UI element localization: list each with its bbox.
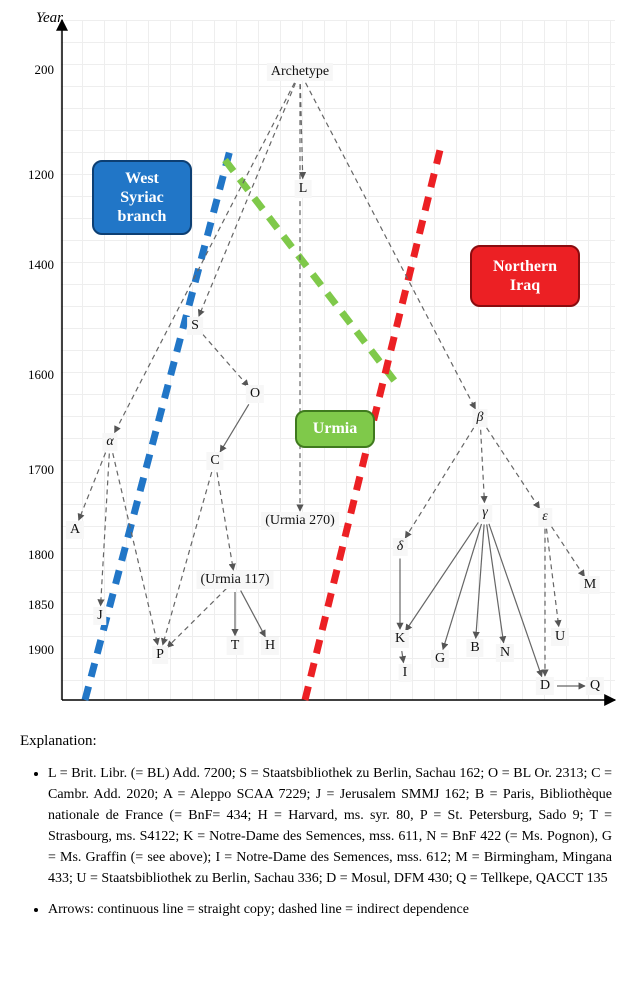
node-gamma: γ bbox=[478, 504, 492, 522]
y-axis-label: Year bbox=[36, 10, 63, 27]
node-U117: (Urmia 117) bbox=[196, 571, 273, 589]
ytick-1850: 1850 bbox=[14, 597, 54, 613]
node-K: K bbox=[391, 630, 409, 648]
node-L: L bbox=[295, 180, 312, 198]
node-M: M bbox=[580, 576, 600, 594]
ytick-1200: 1200 bbox=[14, 167, 54, 183]
ytick-1800: 1800 bbox=[14, 547, 54, 563]
node-S: S bbox=[187, 317, 203, 335]
explanation-heading: Explanation: bbox=[20, 730, 612, 753]
explanation-section: Explanation: L = Brit. Libr. (= BL) Add.… bbox=[0, 720, 632, 950]
stemma-chart: Year 200 1200 1400 1600 1700 1800 1850 1900 Arch… bbox=[0, 0, 632, 720]
node-G: G bbox=[431, 650, 449, 668]
node-C: C bbox=[206, 452, 223, 470]
ytick-200: 200 bbox=[14, 62, 54, 78]
node-P: P bbox=[152, 646, 168, 664]
node-H: H bbox=[261, 637, 279, 655]
ytick-1400: 1400 bbox=[14, 257, 54, 273]
node-U270: (Urmia 270) bbox=[261, 512, 339, 530]
node-U: U bbox=[551, 628, 569, 646]
node-Q: Q bbox=[586, 677, 604, 695]
node-T: T bbox=[227, 637, 244, 655]
ytick-1900: 1900 bbox=[14, 642, 54, 658]
branch-box: WestSyriacbranch bbox=[92, 160, 192, 235]
node-delta: δ bbox=[393, 538, 408, 556]
explanation-list: L = Brit. Libr. (= BL) Add. 7200; S = St… bbox=[20, 763, 612, 920]
node-B: B bbox=[466, 639, 483, 657]
node-O: O bbox=[246, 385, 264, 403]
node-alpha: α bbox=[102, 433, 117, 451]
node-J: J bbox=[93, 607, 106, 625]
explanation-item: L = Brit. Libr. (= BL) Add. 7200; S = St… bbox=[48, 763, 612, 889]
branch-box: Urmia bbox=[295, 410, 375, 448]
ytick-1700: 1700 bbox=[14, 462, 54, 478]
ytick-1600: 1600 bbox=[14, 367, 54, 383]
branch-box: NorthernIraq bbox=[470, 245, 580, 307]
node-I: I bbox=[399, 664, 412, 682]
node-N: N bbox=[496, 644, 514, 662]
node-eps: ε bbox=[538, 508, 552, 526]
node-beta: β bbox=[473, 409, 488, 427]
plot-grid bbox=[60, 20, 615, 700]
explanation-item: Arrows: continuous line = straight copy;… bbox=[48, 899, 612, 920]
node-A: A bbox=[66, 521, 84, 539]
node-Archetype: Archetype bbox=[267, 63, 333, 81]
node-D: D bbox=[536, 677, 554, 695]
